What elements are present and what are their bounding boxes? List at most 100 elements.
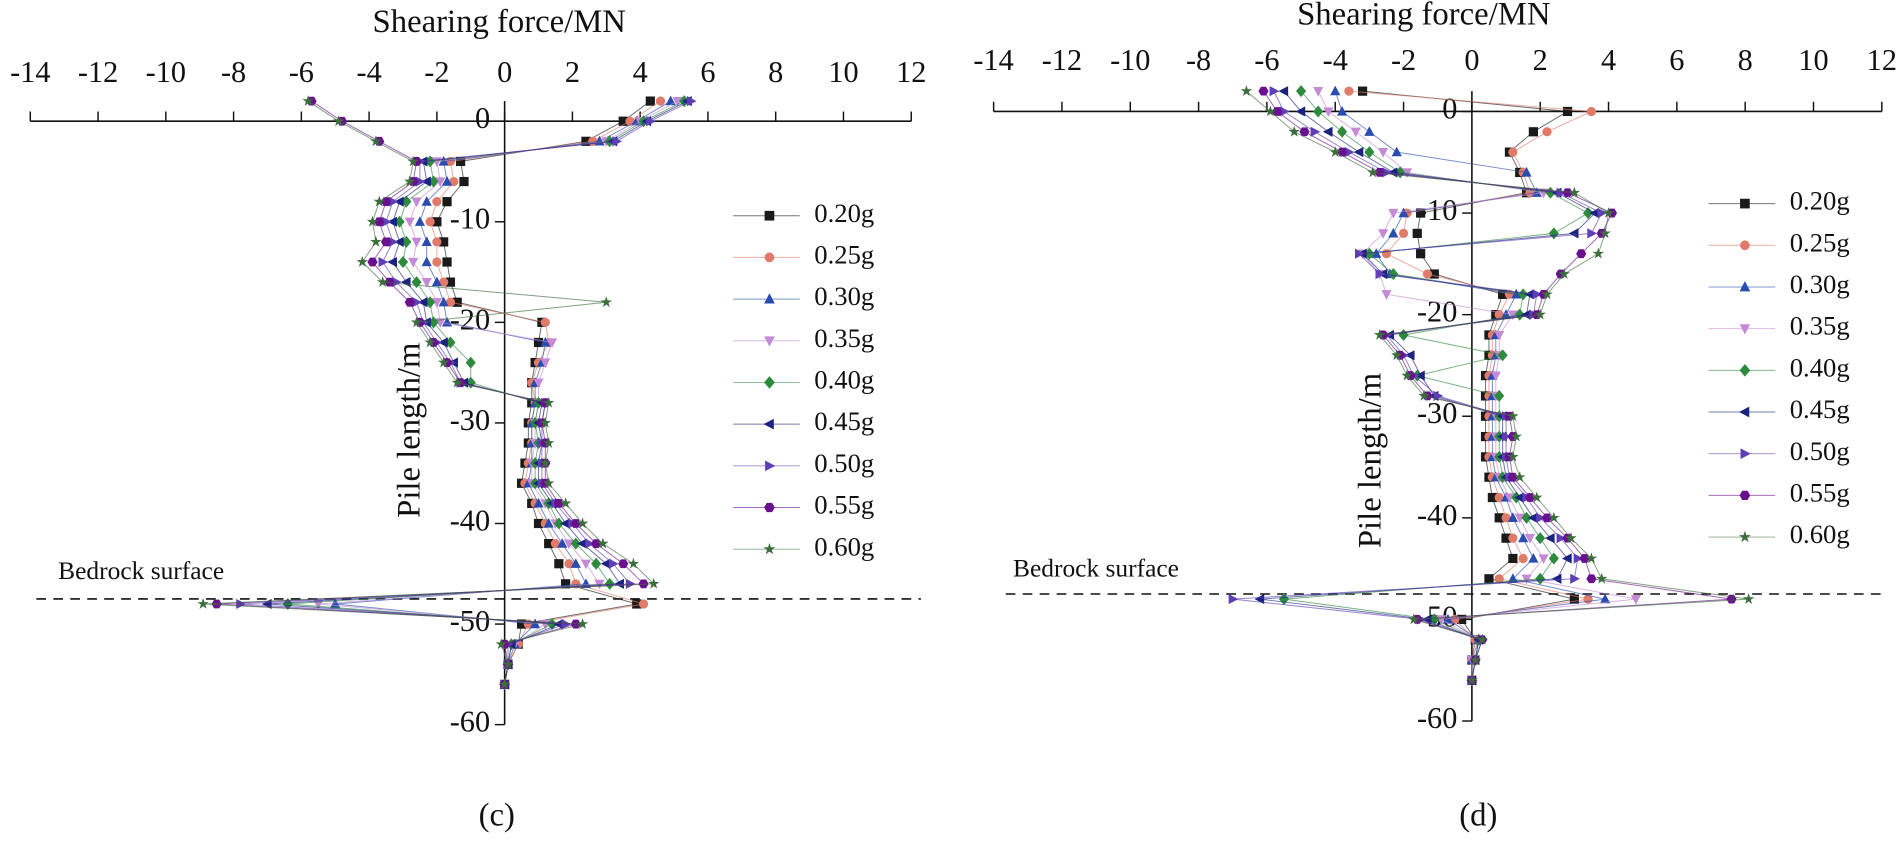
data-point (547, 338, 558, 348)
series-line (1232, 90, 1603, 681)
y-tick-label: -60 (450, 705, 490, 739)
data-point (1490, 371, 1501, 382)
data-point (415, 176, 426, 187)
data-point (384, 277, 395, 287)
data-point (591, 557, 602, 570)
legend-label: 0.20g (1790, 186, 1850, 216)
data-point (577, 538, 587, 549)
data-point (410, 316, 423, 328)
data-point (411, 237, 422, 248)
data-point (421, 176, 431, 187)
data-point (211, 599, 222, 609)
data-point (421, 277, 432, 288)
data-point (1416, 249, 1426, 259)
data-point (424, 336, 436, 348)
data-point (1587, 228, 1597, 239)
data-point (1586, 106, 1597, 117)
y-tick-label: 0 (1442, 91, 1457, 125)
data-point (404, 175, 416, 187)
data-point (1565, 532, 1577, 543)
data-point (614, 578, 624, 589)
data-point (1508, 553, 1518, 564)
data-point (627, 557, 640, 569)
data-point (1548, 227, 1559, 240)
series-line (1317, 90, 1636, 681)
y-tick-label: 0 (475, 101, 490, 135)
data-point (1373, 328, 1386, 340)
data-point (1551, 573, 1562, 584)
data-point (1586, 574, 1597, 584)
panel-label: (c) (479, 797, 515, 833)
data-point (540, 358, 551, 369)
data-point (332, 115, 345, 127)
data-point (1422, 269, 1433, 279)
data-point (1310, 126, 1321, 137)
x-tick-label: -4 (1323, 43, 1348, 77)
data-point (1494, 574, 1504, 584)
data-point (425, 155, 436, 168)
legend-marker (1739, 406, 1750, 418)
data-point (1415, 370, 1425, 381)
data-point (502, 658, 514, 670)
data-point (380, 237, 392, 247)
data-point (561, 579, 571, 589)
data-point (1377, 229, 1389, 239)
data-point (516, 619, 527, 629)
data-point (1355, 248, 1365, 259)
data-point (1258, 86, 1269, 96)
x-tick-label: -8 (1186, 43, 1211, 77)
data-point (1576, 249, 1587, 259)
data-point (564, 559, 574, 569)
data-point (1562, 106, 1573, 117)
data-point (438, 296, 449, 307)
x-tick-label: 12 (896, 55, 926, 89)
data-point (540, 317, 550, 327)
data-point (421, 196, 432, 206)
data-point (1323, 107, 1334, 117)
legend-marker (1740, 240, 1750, 251)
y-tick-label: -40 (450, 503, 490, 537)
data-point (1322, 126, 1333, 137)
data-point (1278, 593, 1290, 606)
data-point (1514, 513, 1525, 524)
data-point (1412, 228, 1422, 238)
data-point (576, 618, 589, 629)
legend-label: 0.40g (814, 365, 874, 395)
data-point (445, 277, 456, 287)
legend-label: 0.35g (814, 323, 874, 353)
data-point (394, 215, 405, 228)
x-tick-label: -6 (289, 55, 314, 89)
data-point (1507, 410, 1519, 422)
x-axis-title: Shearing force/MN (373, 4, 626, 40)
data-point (1408, 613, 1420, 625)
data-point (1524, 493, 1536, 502)
data-point (1556, 187, 1567, 198)
x-tick-label: -4 (356, 55, 381, 89)
legend-label: 0.50g (814, 448, 874, 478)
data-point (1562, 188, 1573, 198)
data-point (1507, 450, 1519, 462)
data-point (1545, 186, 1556, 199)
series-line (1283, 90, 1590, 681)
data-point (370, 135, 382, 147)
x-tick-label: -10 (146, 55, 186, 89)
data-point (1573, 553, 1584, 564)
data-point (1494, 330, 1505, 341)
data-point (1597, 207, 1608, 219)
data-point (1524, 534, 1536, 544)
legend-label: 0.25g (1790, 227, 1850, 257)
data-point (449, 176, 459, 187)
data-point (1568, 228, 1579, 239)
data-point (1534, 308, 1546, 320)
data-point (672, 96, 683, 107)
x-tick-label: 0 (1464, 43, 1479, 77)
data-point (533, 378, 544, 389)
data-point (1527, 512, 1538, 523)
y-tick-label: -20 (1417, 295, 1457, 329)
legend-label: 0.50g (1790, 436, 1850, 466)
data-point (1337, 125, 1348, 138)
data-point (425, 217, 435, 227)
legend-label: 0.25g (814, 240, 874, 270)
data-point (665, 95, 676, 106)
